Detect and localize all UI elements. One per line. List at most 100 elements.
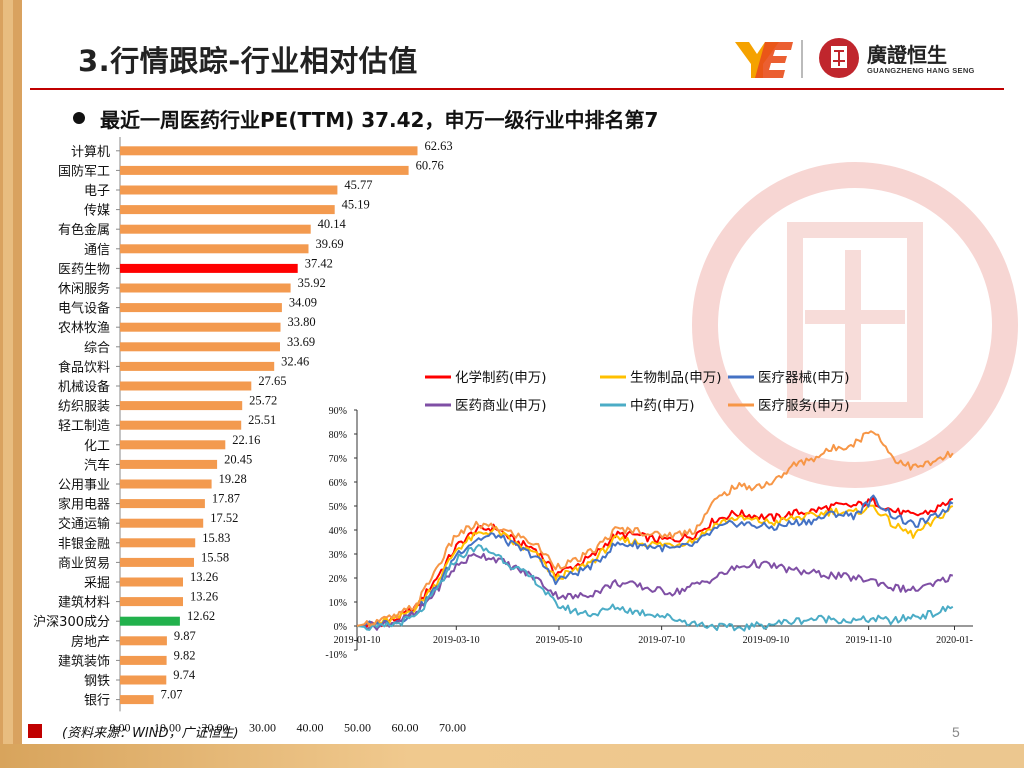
bar-value-label: 39.69 — [316, 237, 344, 251]
legend-label: 医药商业(申万) — [455, 398, 547, 414]
bar — [120, 283, 291, 293]
line-series — [356, 497, 954, 628]
bar — [120, 401, 243, 411]
bar-value-label: 7.07 — [161, 688, 183, 702]
line-x-tick-label: 2019-05-10 — [536, 635, 583, 646]
bar-category-label: 食品饮料 — [58, 359, 110, 375]
bar-category-label: 国防军工 — [58, 163, 110, 179]
bar-value-label: 33.80 — [288, 315, 316, 329]
bar — [120, 244, 309, 254]
bar — [120, 675, 167, 685]
legend-label: 化学制药(申万) — [455, 370, 547, 386]
company-logo: 廣證恒生 GUANGZHENG HANG SENG — [735, 36, 985, 82]
left-decor-bar-inner — [3, 0, 13, 768]
line-x-tick-label: 2019-11-10 — [846, 635, 892, 646]
subsector-line-chart: -10% 0% 10% 20% 30% 40% 50% 60% 70% 80% 90% 2019-01… — [325, 370, 973, 660]
line-x-tick-label: 2020-01- — [936, 635, 973, 646]
line-x-tick-label: 2019-03-10 — [433, 635, 480, 646]
logo-brand-text: 廣證恒生 — [867, 43, 947, 67]
bar-category-label: 通信 — [84, 243, 110, 258]
bar — [120, 518, 204, 528]
subtitle: 最近一周医药行业PE(TTM) 37.42，申万一级行业中排名第7 — [100, 108, 659, 132]
bar-value-label: 60.76 — [416, 158, 444, 172]
bar-x-tick-label: 0.00 — [110, 720, 131, 734]
bar-value-label: 17.52 — [210, 511, 238, 525]
title-divider — [30, 88, 1004, 90]
bar — [120, 459, 218, 469]
bar — [120, 616, 180, 626]
bar-category-label: 银行 — [84, 694, 110, 709]
bar-category-label: 房地产 — [71, 634, 110, 650]
bar-value-label: 9.74 — [173, 668, 196, 682]
bar-value-label: 9.87 — [174, 629, 196, 643]
bar — [120, 361, 275, 371]
bar-category-label: 电气设备 — [58, 301, 110, 317]
line-series — [357, 552, 954, 631]
line-y-tick-label: 50% — [329, 502, 347, 513]
bar — [120, 146, 418, 156]
bar — [120, 165, 409, 175]
bar-category-label: 机械设备 — [58, 379, 110, 395]
bar — [120, 205, 335, 215]
bar — [120, 597, 183, 607]
bar-x-tick-label: 50.00 — [344, 720, 371, 734]
bar — [120, 538, 196, 548]
line-series — [356, 504, 954, 627]
bar — [120, 303, 282, 313]
line-y-tick-label: 90% — [329, 406, 347, 417]
bar-x-tick-label: 30.00 — [249, 720, 276, 734]
bar-x-tick-label: 60.00 — [392, 720, 419, 734]
bar-value-label: 15.58 — [201, 550, 229, 564]
bar-value-label: 27.65 — [258, 374, 286, 388]
line-y-tick-label: 40% — [329, 526, 347, 537]
bar-category-label: 采掘 — [84, 576, 110, 591]
bar — [120, 499, 205, 509]
line-x-tick-label: 2019-01-10 — [334, 635, 381, 646]
page-number: 5 — [952, 724, 960, 740]
bar-value-label: 34.09 — [289, 296, 317, 310]
bar-x-tick-label: 10.00 — [154, 720, 181, 734]
bar-category-label: 传媒 — [84, 204, 110, 219]
legend-label: 医疗器械(申万) — [758, 370, 850, 386]
bar — [120, 342, 280, 352]
bottom-decor-bar — [0, 744, 1024, 768]
line-y-tick-label: 80% — [329, 430, 347, 441]
bar — [120, 695, 154, 705]
bar-category-label: 农林牧渔 — [58, 321, 110, 336]
line-y-tick-label: 60% — [329, 478, 347, 489]
bar-category-label: 家用电器 — [58, 497, 110, 513]
legend-label: 生物制品(申万) — [630, 370, 722, 386]
bar — [120, 224, 311, 234]
bar-value-label: 13.26 — [190, 570, 218, 584]
bar-category-label: 有色金属 — [58, 222, 110, 238]
bar-x-tick-label: 20.00 — [202, 720, 229, 734]
bar-category-label: 沪深300成分 — [33, 614, 110, 630]
bar-category-label: 公用事业 — [58, 478, 110, 493]
line-y-tick-label: 0% — [334, 622, 347, 633]
bar-value-label: 40.14 — [318, 217, 347, 231]
line-series — [356, 544, 954, 632]
bar-value-label: 25.51 — [248, 413, 276, 427]
bar — [120, 479, 212, 489]
bar-category-label: 休闲服务 — [58, 281, 110, 297]
bar-value-label: 45.19 — [342, 198, 370, 212]
bar-category-label: 医药生物 — [58, 262, 110, 277]
bar-value-label: 32.46 — [281, 354, 309, 368]
bar-value-label: 62.63 — [424, 139, 452, 153]
bar — [120, 655, 167, 665]
footer-marker — [28, 724, 42, 738]
logo-sub-text: GUANGZHENG HANG SENG — [867, 66, 975, 75]
bar-value-label: 9.82 — [174, 648, 196, 662]
bar — [120, 420, 242, 430]
line-x-tick-label: 2019-07-10 — [638, 635, 685, 646]
bar-category-label: 交通运输 — [58, 516, 110, 532]
line-y-tick-label: 10% — [329, 598, 347, 609]
bar-category-label: 建筑材料 — [58, 595, 110, 611]
bar — [120, 557, 194, 567]
bar — [120, 381, 252, 391]
bar-category-label: 商业贸易 — [58, 556, 110, 571]
bar-category-label: 钢铁 — [84, 674, 110, 689]
bar-category-label: 非银金融 — [58, 536, 110, 552]
bar-value-label: 20.45 — [224, 452, 252, 466]
line-y-tick-label: -10% — [325, 650, 347, 660]
